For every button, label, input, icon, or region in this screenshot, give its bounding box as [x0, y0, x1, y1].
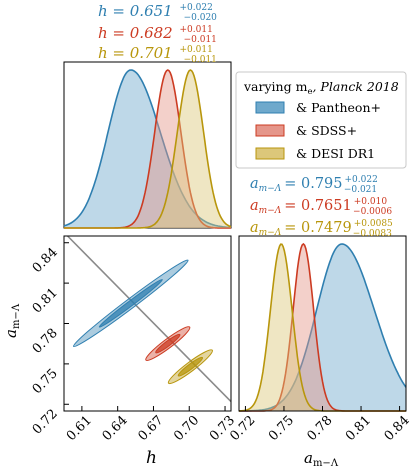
- legend: varying me, Planck 2018 & Pantheon+ & SD…: [235, 71, 407, 169]
- contour-desi-1sigma: [177, 356, 204, 377]
- h-desi-annotation: h = 0.701 +0.011 −0.011: [98, 38, 218, 65]
- a-annotations: am−Λ = 0.795 +0.022 −0.021 am−Λ = 0.7651 +0.0…: [250, 175, 393, 239]
- contour-sdss-1sigma: [155, 333, 181, 354]
- contour-pantheon-1sigma: [98, 278, 163, 328]
- contour-frame: [63, 235, 232, 412]
- h-sdss-annotation: h = 0.682 +0.011 −0.011: [98, 18, 218, 45]
- legend-swatch-sdss: [255, 124, 285, 137]
- degeneracy-line: [67, 235, 232, 403]
- legend-label-sdss: & SDSS+: [296, 123, 357, 138]
- x-tick-label: 0.67: [135, 413, 166, 444]
- marginal-fill-pantheon: [239, 244, 406, 411]
- marginal-fill-desi: [239, 244, 406, 411]
- legend-box: [235, 71, 407, 169]
- h-annotations: h = 0.651 +0.022 −0.020 h = 0.682 +0.011…: [98, 0, 218, 65]
- a-pantheon-annotation: am−Λ = 0.795 +0.022 −0.021: [250, 175, 378, 195]
- y-tick-label: 0.75: [30, 366, 61, 397]
- x-tick-label: 0.61: [64, 413, 95, 444]
- marginal-curve-pantheon: [239, 243, 407, 412]
- marginal-fill-pantheon: [64, 70, 231, 228]
- a-marginal-panel: 0.72 0.75 0.78 0.81 0.84: [227, 235, 411, 444]
- a-desi-annotation: am−Λ = 0.7479 +0.0085 −0.0083: [250, 219, 393, 239]
- y-tick-label: 0.84: [30, 245, 61, 276]
- x-tick-label: 0.84: [382, 413, 411, 444]
- legend-label-pantheon: & Pantheon+: [296, 100, 381, 115]
- y-tick-label: 0.81: [30, 285, 61, 316]
- a-sdss-annotation: am−Λ = 0.7651 +0.010 −0.0006: [250, 197, 392, 217]
- x-tick-label: 0.64: [100, 413, 131, 444]
- marginal-curve-pantheon: [63, 69, 232, 229]
- marginal-curve-desi: [64, 69, 232, 229]
- marginal-fill-desi: [64, 70, 231, 228]
- x-tick-label: 0.75: [266, 413, 297, 444]
- contour-panel: 0.61 0.64 0.67 0.70 0.73 0.720.750.780.810.8…: [30, 235, 238, 444]
- x-tick-label: 0.70: [171, 413, 202, 444]
- x-axis-label-a: am−Λ: [304, 449, 339, 468]
- legend-label-desi: & DESI DR1: [296, 146, 375, 161]
- legend-swatch-pantheon: [255, 101, 285, 114]
- h-marginal-panel: [63, 61, 232, 229]
- y-tick-label: 0.78: [30, 326, 61, 357]
- y-tick-label: 0.72: [30, 406, 61, 437]
- legend-swatch-desi: [255, 147, 285, 160]
- x-tick-label: 0.78: [304, 413, 335, 444]
- x-tick-label: 0.81: [343, 413, 374, 444]
- legend-title: varying me, Planck 2018: [243, 79, 399, 97]
- y-axis-label-a: am−Λ: [2, 303, 22, 338]
- x-axis-label-h: h: [146, 448, 157, 468]
- h-pantheon-annotation: h = 0.651 +0.022 −0.020: [98, 0, 218, 23]
